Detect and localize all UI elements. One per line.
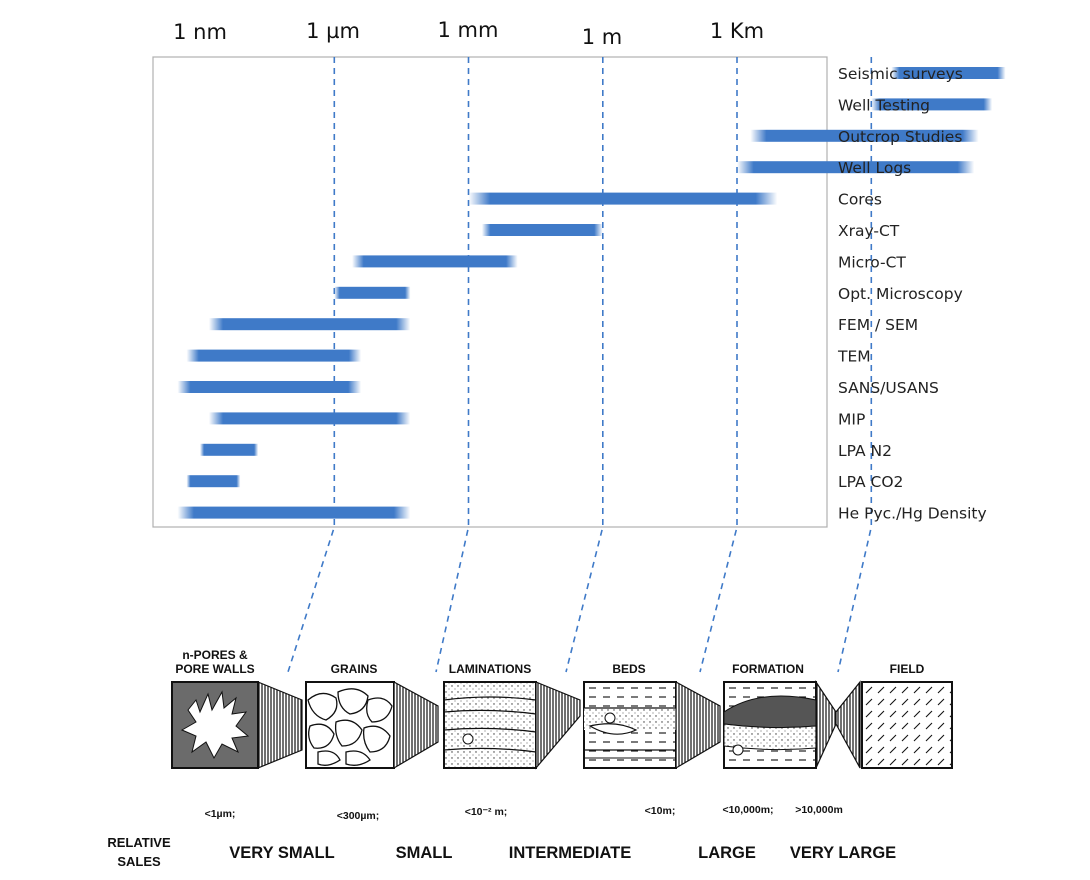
method-label: Seismic surveys [838,65,963,83]
method-label: Micro-CT [838,253,906,271]
method-range-bar [334,286,411,299]
pores-panel [171,681,303,769]
method-label: He Pyc./Hg Density [838,505,987,523]
method-label: Xray-CT [838,222,900,240]
scale-divider-line [837,57,873,673]
relative-scale: LARGE [698,844,756,862]
size-label: <10⁻² m; [465,806,508,818]
method-range-bar [468,192,778,205]
method-bars [177,67,1006,519]
size-label: <300µm; [337,810,380,822]
method-range-bar [200,443,259,456]
grains-panel [305,680,439,770]
relative-scale: VERY SMALL [229,844,334,862]
relative-scale: SMALL [396,844,453,862]
size-label: <10,000m; [722,804,773,816]
scale-divider-line [287,57,336,673]
method-label: Cores [838,191,882,209]
size-label: <1µm; [205,808,236,820]
method-label: TEM [837,348,871,366]
scale-tick-label: 1 nm [173,20,227,44]
panel-label: LAMINATIONS [449,662,531,676]
scale-divider-line [435,57,470,673]
relative-scale: VERY LARGE [790,844,896,862]
panel-label: PORE WALLS [175,662,254,676]
scale-divider-line [699,57,738,673]
method-label: Well Testing [838,96,930,114]
method-range-bar [186,475,241,488]
formation-panel [723,680,837,769]
chart-frame [152,56,828,528]
laminations-panel [443,681,581,770]
relative-heading: SALES [117,854,161,869]
method-labels: Seismic surveys Well Testing Outcrop Studi… [837,65,987,523]
method-label: MIP [838,410,865,428]
relative-heading: RELATIVE [107,835,171,850]
method-range-bar [177,381,362,393]
method-range-bar [208,318,411,331]
method-label: SANS/USANS [838,379,939,397]
method-range-bar [208,412,411,425]
method-label: LPA N2 [838,442,892,460]
method-range-bar [352,255,518,268]
scale-tick-label: 1 m [582,25,623,49]
geologic-scale-panels: n-PORES & PORE WALLS GRAINS LAMINATIONS … [107,648,953,869]
scale-tick-label: 1 µm [306,19,360,43]
method-label: LPA CO2 [838,473,903,491]
scale-tick-label: 1 mm [438,18,499,42]
scale-dividers [287,57,873,673]
method-range-bar [737,161,975,174]
size-label: <10m; [645,805,676,817]
method-range-bar [177,506,411,519]
panel-label: FIELD [890,662,925,676]
scale-divider-line [565,57,604,673]
panel-label: GRAINS [331,662,378,676]
scale-tick-label: 1 Km [710,19,764,43]
method-range-bar [871,98,993,111]
panel-label: FORMATION [732,662,804,676]
field-panel [835,680,953,769]
size-label: >10,000m [795,804,843,816]
method-range-bar [891,67,1006,79]
method-range-bar [481,224,603,236]
method-label: Opt. Microscopy [838,285,963,303]
panel-label: n-PORES & [182,648,248,662]
scale-axis: 1 nm 1 µm 1 mm 1 m 1 Km [173,18,764,49]
method-label: Outcrop Studies [838,128,962,146]
method-range-bar [750,129,979,142]
relative-scale: INTERMEDIATE [509,844,632,862]
method-range-bar [186,349,362,362]
method-label: Well Logs [838,159,911,177]
panel-label: BEDS [612,662,645,676]
beds-panel [583,680,721,770]
method-label: FEM / SEM [838,316,918,334]
